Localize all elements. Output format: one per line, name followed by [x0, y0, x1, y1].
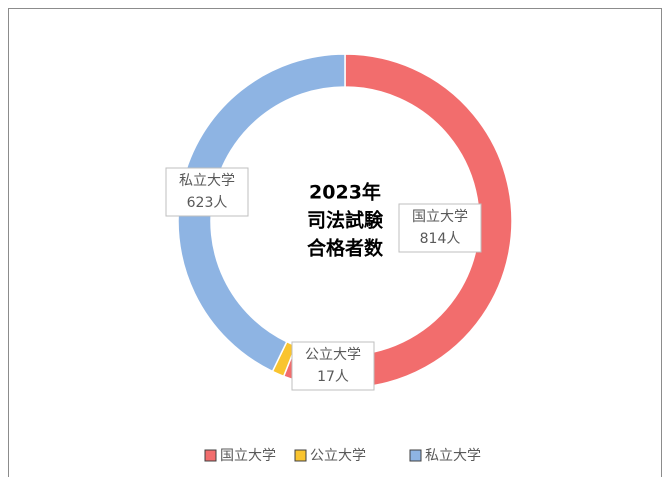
data-label-category: 公立大学	[305, 347, 361, 363]
data-label-category: 国立大学	[412, 209, 468, 225]
data-label: 国立大学 814人	[398, 203, 482, 253]
legend-label: 国立大学	[220, 448, 276, 464]
chart-title: 2023年	[309, 181, 381, 204]
data-label-category: 私立大学	[179, 173, 235, 189]
legend-swatch	[204, 449, 217, 462]
data-label-value: 814人	[420, 231, 461, 247]
donut-segment	[177, 53, 346, 373]
chart-title: 合格者数	[307, 237, 384, 260]
chart-title: 司法試験	[307, 209, 384, 232]
data-label-value: 623人	[187, 195, 228, 211]
data-label: 私立大学 623人	[165, 167, 249, 217]
legend-swatch	[409, 449, 422, 462]
legend-label: 公立大学	[310, 448, 366, 464]
data-label: 公立大学 17人	[291, 341, 375, 391]
legend-label: 私立大学	[425, 448, 481, 464]
data-label-box	[291, 341, 375, 391]
legend-swatch	[294, 449, 307, 462]
data-label-box	[398, 203, 482, 253]
data-label-value: 17人	[317, 369, 349, 385]
data-label-box	[165, 167, 249, 217]
